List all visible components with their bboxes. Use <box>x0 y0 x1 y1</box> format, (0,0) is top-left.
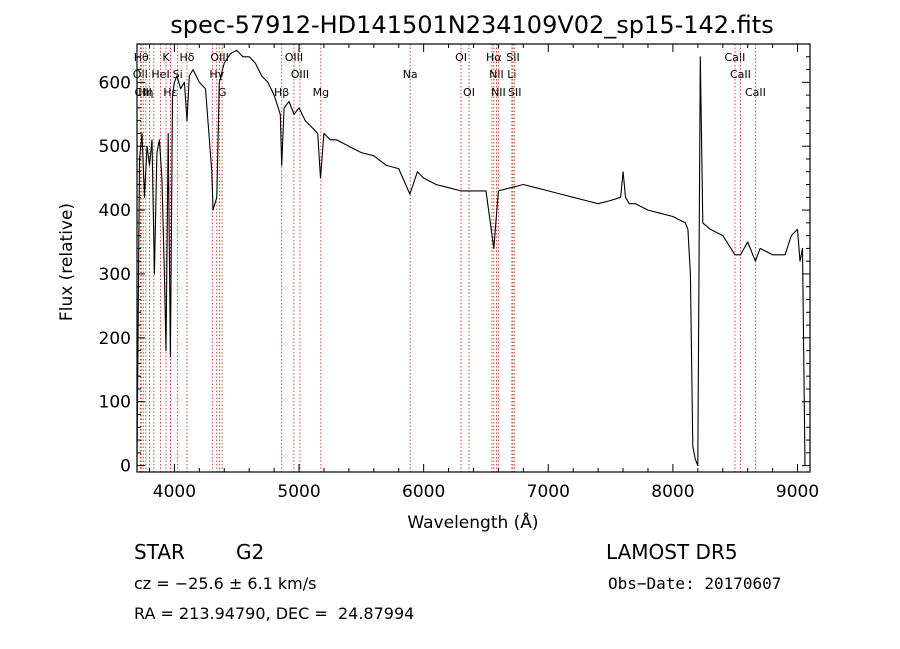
x-tick-label: 6000 <box>402 482 445 502</box>
x-tick-label: 9000 <box>776 482 819 502</box>
plot-frame <box>136 43 811 473</box>
spectrum-series <box>136 49 806 467</box>
line-marker-label: CaII <box>745 86 766 99</box>
line-marker-label: OI <box>463 86 475 99</box>
y-axis-ticks: 0 100 200 300 400 500 600 <box>99 56 810 477</box>
line-marker-label: OIII <box>285 51 303 64</box>
line-marker-label: Hη <box>138 86 153 99</box>
line-marker-label: CaII <box>730 68 751 81</box>
line-marker-label: SII <box>506 51 519 64</box>
spectrum-line <box>136 49 806 467</box>
x-axis-label: Wavelength (Å) <box>407 511 538 533</box>
chart-title: spec-57912-HD141501N234109V02_sp15-142.f… <box>170 11 773 39</box>
observation-date: Obs−Date: 20170607 <box>608 574 782 593</box>
y-tick-label: 600 <box>99 73 131 93</box>
y-tick-label: 100 <box>99 393 131 413</box>
line-marker-label: NII <box>491 86 506 99</box>
y-tick-label: 0 <box>120 457 131 477</box>
line-marker-label: Li <box>507 68 516 81</box>
line-marker-label: CaII <box>725 51 746 64</box>
line-marker-label: NII <box>489 68 504 81</box>
y-tick-label: 200 <box>99 329 131 349</box>
object-type: STAR <box>134 540 185 564</box>
line-marker-label: Hε <box>163 86 177 99</box>
line-marker-label: OIII <box>210 51 228 64</box>
line-marker-label: Na <box>403 68 418 81</box>
line-marker-label: K <box>162 51 170 64</box>
line-marker-label: Hβ <box>274 86 289 99</box>
x-axis-ticks: 4000 5000 6000 7000 8000 9000 <box>148 44 819 502</box>
line-marker-label: SII <box>508 86 521 99</box>
line-marker-label: OIII <box>291 68 309 81</box>
line-marker-label: CIII <box>135 86 152 99</box>
line-marker-label: Si <box>173 68 183 81</box>
line-marker-label: HeI <box>151 68 169 81</box>
line-marker-label: G <box>218 86 227 99</box>
line-marker-label: Hα <box>486 51 502 64</box>
y-axis-label: Flux (relative) <box>57 203 77 321</box>
x-tick-label: 8000 <box>651 482 694 502</box>
line-marker-label: OI <box>455 51 467 64</box>
x-tick-label: 5000 <box>277 482 320 502</box>
coordinates-text: RA = 213.94790, DEC = 24.87994 <box>134 604 415 623</box>
y-tick-label: 400 <box>99 201 131 221</box>
x-tick-label: 4000 <box>153 482 196 502</box>
x-tick-label: 7000 <box>527 482 570 502</box>
spectral-subclass: G2 <box>236 540 265 564</box>
redshift-text: cz = −25.6 ± 6.1 km/s <box>134 574 317 593</box>
y-tick-label: 300 <box>99 265 131 285</box>
line-marker-label: Hθ <box>134 51 149 64</box>
line-marker-label: Hδ <box>179 51 194 64</box>
survey-name: LAMOST DR5 <box>606 540 738 564</box>
line-marker-label: Mg <box>313 86 329 99</box>
y-tick-label: 500 <box>99 137 131 157</box>
